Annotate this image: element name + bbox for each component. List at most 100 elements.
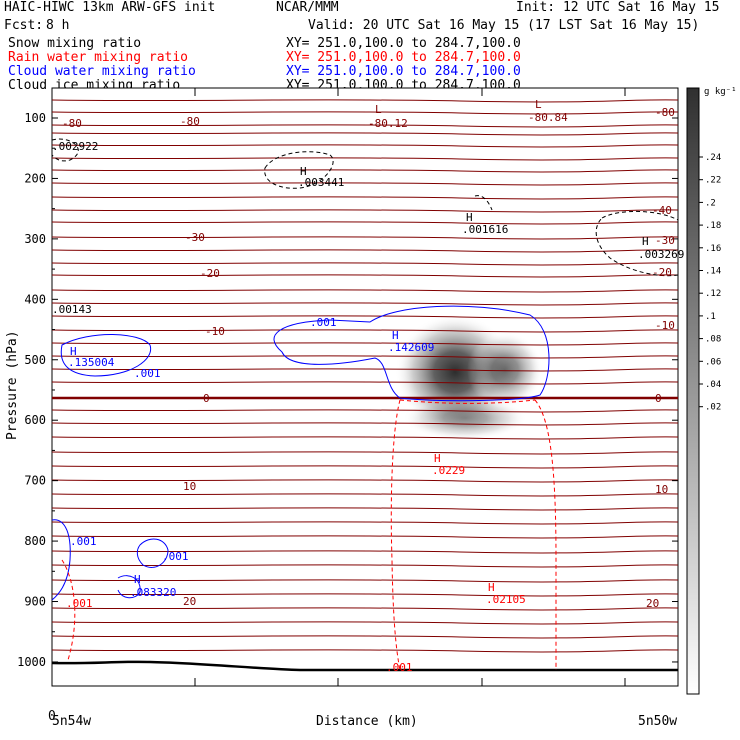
y-tick-label: 800 [24,534,46,548]
isotherm [51,649,679,653]
isotherm [51,507,679,511]
extremum-kind: L [535,98,542,111]
colorbar-scale [686,87,700,695]
x-left-label: 5n54w [52,714,91,729]
temperature-label: -30 [185,231,205,244]
isotherm [51,157,679,161]
isotherm [51,274,679,278]
colorbar-tick-label: .12 [705,289,721,299]
contour-label: .001 [70,535,97,548]
isotherm [51,550,679,554]
cloud-water-small-2 [117,575,141,599]
cloud-water-contours [51,305,550,601]
ice-blob-east [467,332,543,408]
isotherm [51,535,679,539]
y-tick-label: 900 [24,595,46,609]
x-axis [51,88,626,686]
temperature-label: -80 [180,115,200,128]
field-xy-snow: XY= 251.0,100.0 to 284.7,100.0 [286,36,521,51]
extremum-kind: H [434,452,441,465]
isotherm [51,368,679,372]
temperature-labels: -80 -80 -80 -40 -30 -30 -20 -20 -10 -10 0 0 10 10 20 20 [62,106,675,610]
extremum-value: .003441 [298,176,344,189]
y-axis-label: Pressure (hPa) [5,330,20,440]
isotherm [51,315,679,319]
extremum-kind: L [375,103,382,116]
isotherm [51,521,679,525]
isotherm [51,99,679,103]
contour-label: .002922 [52,140,98,153]
y-tick-label: 700 [24,474,46,488]
extremum-kind: H [466,211,473,224]
y-tick-label: 1000 [17,655,46,669]
colorbar-tick-label: .16 [705,244,721,254]
isotherm [51,132,679,136]
contour-label: .00143 [52,303,92,316]
isotherm [51,196,679,200]
model-title: HAIC-HIWC 13km ARW-GFS init [4,0,216,15]
init-time: Init: 12 UTC Sat 16 May 15 [516,0,720,15]
extremum-kind: H [70,345,77,358]
colorbar-tick-label: .22 [705,176,721,186]
colorbar-tick-label: .02 [705,403,721,413]
colorbar-unit: g kg⁻¹ [704,87,737,97]
isotherm [51,436,679,440]
extremum-value: .001616 [462,223,508,236]
isotherm [51,236,679,240]
isotherm [51,221,679,225]
contour-label: .001 [310,316,337,329]
rain-contour-west-side [390,399,401,671]
temperature-label: -40 [652,204,672,217]
temperature-label: 10 [655,483,668,496]
isotherm [51,249,679,253]
isotherm [51,342,679,346]
contour-label: .001 [386,661,413,674]
colorbar-tick-label: .1 [705,312,716,322]
isotherm [51,579,679,583]
isotherm [51,262,679,266]
fcst-label: Fcst: [4,18,44,33]
temperature-label: 0 [203,392,210,405]
cloud-water-small-1 [136,538,169,568]
contour-label: .001 [162,550,189,563]
snow-contour-east [595,211,679,277]
isotherm [51,621,679,625]
isotherm [51,289,679,293]
extremum-value: -80.12 [368,117,408,130]
temperature-label: -20 [200,267,220,280]
rain-water-contours [61,399,557,671]
y-tick-label: 500 [24,353,46,367]
rain-contour-east-side [534,399,557,670]
extremum-value: .003269 [638,248,684,261]
extremum-kind: H [642,235,649,248]
isotherm [51,493,679,497]
isotherm [51,329,679,333]
temperature-label: 20 [183,595,196,608]
colorbar-tick-label: .2 [705,198,716,208]
isotherm [51,422,679,426]
temperature-label: 0 [655,392,662,405]
colorbar-tick-label: .24 [705,153,721,163]
isotherm [51,182,679,186]
isotherm [51,451,679,455]
snow-contour-center [264,151,334,189]
snow-contours [51,138,679,277]
temperature-label: -10 [655,319,675,332]
contour-label: .001 [134,367,161,380]
y-tick-label: 200 [24,171,46,185]
extremum-kind: H [488,581,495,594]
snow-contour-small [474,195,493,211]
isotherm [51,355,679,359]
extremum-kind: H [392,329,399,342]
colorbar-tick-label: .14 [705,267,721,277]
isotherm [51,111,679,115]
isotherm [51,593,679,597]
temperature-label: -10 [205,325,225,338]
temperature-label: -80 [655,106,675,119]
rain-contour-top [399,399,536,404]
isotherm [51,607,679,611]
isotherm [51,144,679,148]
ice-blob-base [403,396,527,440]
org-label: NCAR/MMM [276,0,339,15]
